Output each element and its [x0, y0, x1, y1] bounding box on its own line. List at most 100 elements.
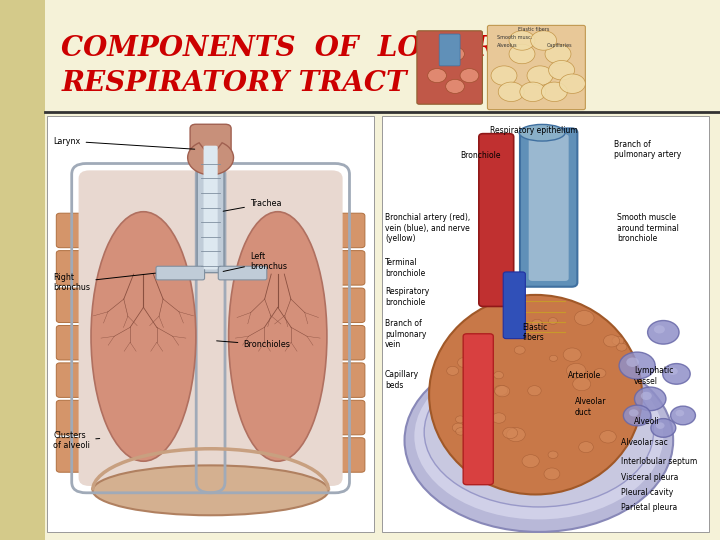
FancyBboxPatch shape [463, 334, 493, 485]
FancyBboxPatch shape [417, 31, 482, 104]
FancyBboxPatch shape [78, 171, 218, 486]
Circle shape [492, 413, 505, 423]
Text: Lymphatic
vessel: Lymphatic vessel [634, 366, 673, 386]
Circle shape [480, 447, 490, 454]
Bar [0, 0, 45, 540]
Circle shape [603, 335, 620, 347]
Circle shape [527, 66, 553, 85]
Wedge shape [188, 143, 233, 175]
Text: Visceral pleura: Visceral pleura [621, 474, 678, 482]
Text: Respiratory
bronchiole: Respiratory bronchiole [385, 287, 429, 307]
Circle shape [544, 468, 560, 480]
Circle shape [446, 47, 464, 61]
FancyBboxPatch shape [156, 266, 204, 280]
Circle shape [541, 82, 567, 102]
Text: Left
bronchus: Left bronchus [223, 252, 287, 272]
Circle shape [467, 339, 477, 345]
FancyBboxPatch shape [325, 288, 365, 322]
Text: Elastic fibers: Elastic fibers [518, 27, 550, 32]
Circle shape [559, 74, 585, 93]
Text: Trachea: Trachea [223, 199, 282, 211]
Text: Bronchial artery (red),
vein (blue), and nerve
(yellow): Bronchial artery (red), vein (blue), and… [385, 213, 470, 243]
Circle shape [498, 82, 524, 102]
Ellipse shape [415, 353, 663, 519]
Circle shape [668, 368, 678, 375]
Circle shape [528, 386, 541, 396]
Circle shape [495, 386, 510, 397]
Circle shape [634, 387, 666, 410]
FancyBboxPatch shape [325, 326, 365, 360]
Circle shape [670, 406, 696, 425]
Circle shape [464, 393, 473, 399]
Circle shape [548, 451, 558, 458]
Circle shape [545, 44, 571, 64]
FancyBboxPatch shape [56, 213, 96, 248]
Ellipse shape [424, 357, 654, 507]
Text: Alveoli: Alveoli [634, 417, 660, 426]
Circle shape [505, 309, 522, 322]
FancyBboxPatch shape [528, 134, 569, 281]
Text: Alveolar
duct: Alveolar duct [575, 397, 606, 417]
FancyBboxPatch shape [56, 251, 96, 285]
Text: Branch of
pulmonary artery: Branch of pulmonary artery [614, 140, 681, 159]
Bar [382, 116, 709, 532]
Bar [47, 116, 374, 532]
Circle shape [626, 357, 639, 367]
Circle shape [531, 31, 557, 50]
Text: Bronchiole: Bronchiole [460, 151, 500, 160]
Text: Interlobular septum: Interlobular septum [621, 457, 697, 465]
Text: Capillary
beds: Capillary beds [385, 370, 419, 390]
Ellipse shape [91, 212, 196, 461]
Circle shape [675, 410, 684, 416]
FancyBboxPatch shape [56, 400, 96, 435]
Circle shape [467, 463, 487, 478]
Circle shape [575, 310, 594, 325]
FancyBboxPatch shape [56, 288, 96, 322]
FancyBboxPatch shape [503, 272, 526, 339]
Circle shape [458, 357, 471, 368]
FancyBboxPatch shape [56, 438, 96, 472]
Ellipse shape [93, 465, 328, 515]
FancyBboxPatch shape [439, 34, 460, 66]
FancyBboxPatch shape [203, 171, 343, 486]
Text: RESPIRATORY TRACT: RESPIRATORY TRACT [61, 70, 407, 97]
Circle shape [428, 69, 446, 83]
FancyBboxPatch shape [479, 133, 513, 306]
FancyBboxPatch shape [325, 251, 365, 285]
Text: Branch of
pulmonary
vein: Branch of pulmonary vein [385, 320, 426, 349]
Ellipse shape [229, 212, 327, 461]
Circle shape [567, 363, 586, 378]
Text: Alveolar sac: Alveolar sac [621, 438, 667, 447]
Text: Smooth muscle
around terminal
bronchiole: Smooth muscle around terminal bronchiole [618, 213, 680, 243]
FancyBboxPatch shape [325, 438, 365, 472]
Circle shape [647, 321, 679, 344]
Circle shape [654, 325, 665, 334]
Circle shape [579, 442, 593, 453]
Text: Alveolus: Alveolus [497, 43, 518, 49]
FancyBboxPatch shape [190, 124, 231, 162]
Circle shape [503, 427, 518, 438]
FancyBboxPatch shape [204, 146, 217, 269]
Ellipse shape [429, 295, 642, 495]
Circle shape [594, 369, 606, 377]
Circle shape [549, 355, 557, 361]
Circle shape [563, 348, 581, 361]
Text: Larynx: Larynx [53, 137, 194, 149]
Text: Clusters
of alveoli: Clusters of alveoli [53, 431, 100, 450]
Text: Terminal
bronchiole: Terminal bronchiole [385, 258, 425, 278]
FancyBboxPatch shape [325, 400, 365, 435]
Circle shape [656, 422, 665, 429]
Circle shape [600, 430, 616, 443]
Ellipse shape [405, 349, 673, 532]
Circle shape [549, 60, 575, 80]
Circle shape [522, 455, 539, 468]
Circle shape [616, 343, 627, 351]
Circle shape [509, 31, 535, 50]
FancyBboxPatch shape [487, 25, 585, 110]
Text: Respiratory epithelium: Respiratory epithelium [490, 126, 577, 135]
Circle shape [629, 409, 639, 416]
Circle shape [456, 428, 466, 435]
Bar [45, 112, 720, 540]
Circle shape [509, 44, 535, 64]
Circle shape [460, 69, 479, 83]
